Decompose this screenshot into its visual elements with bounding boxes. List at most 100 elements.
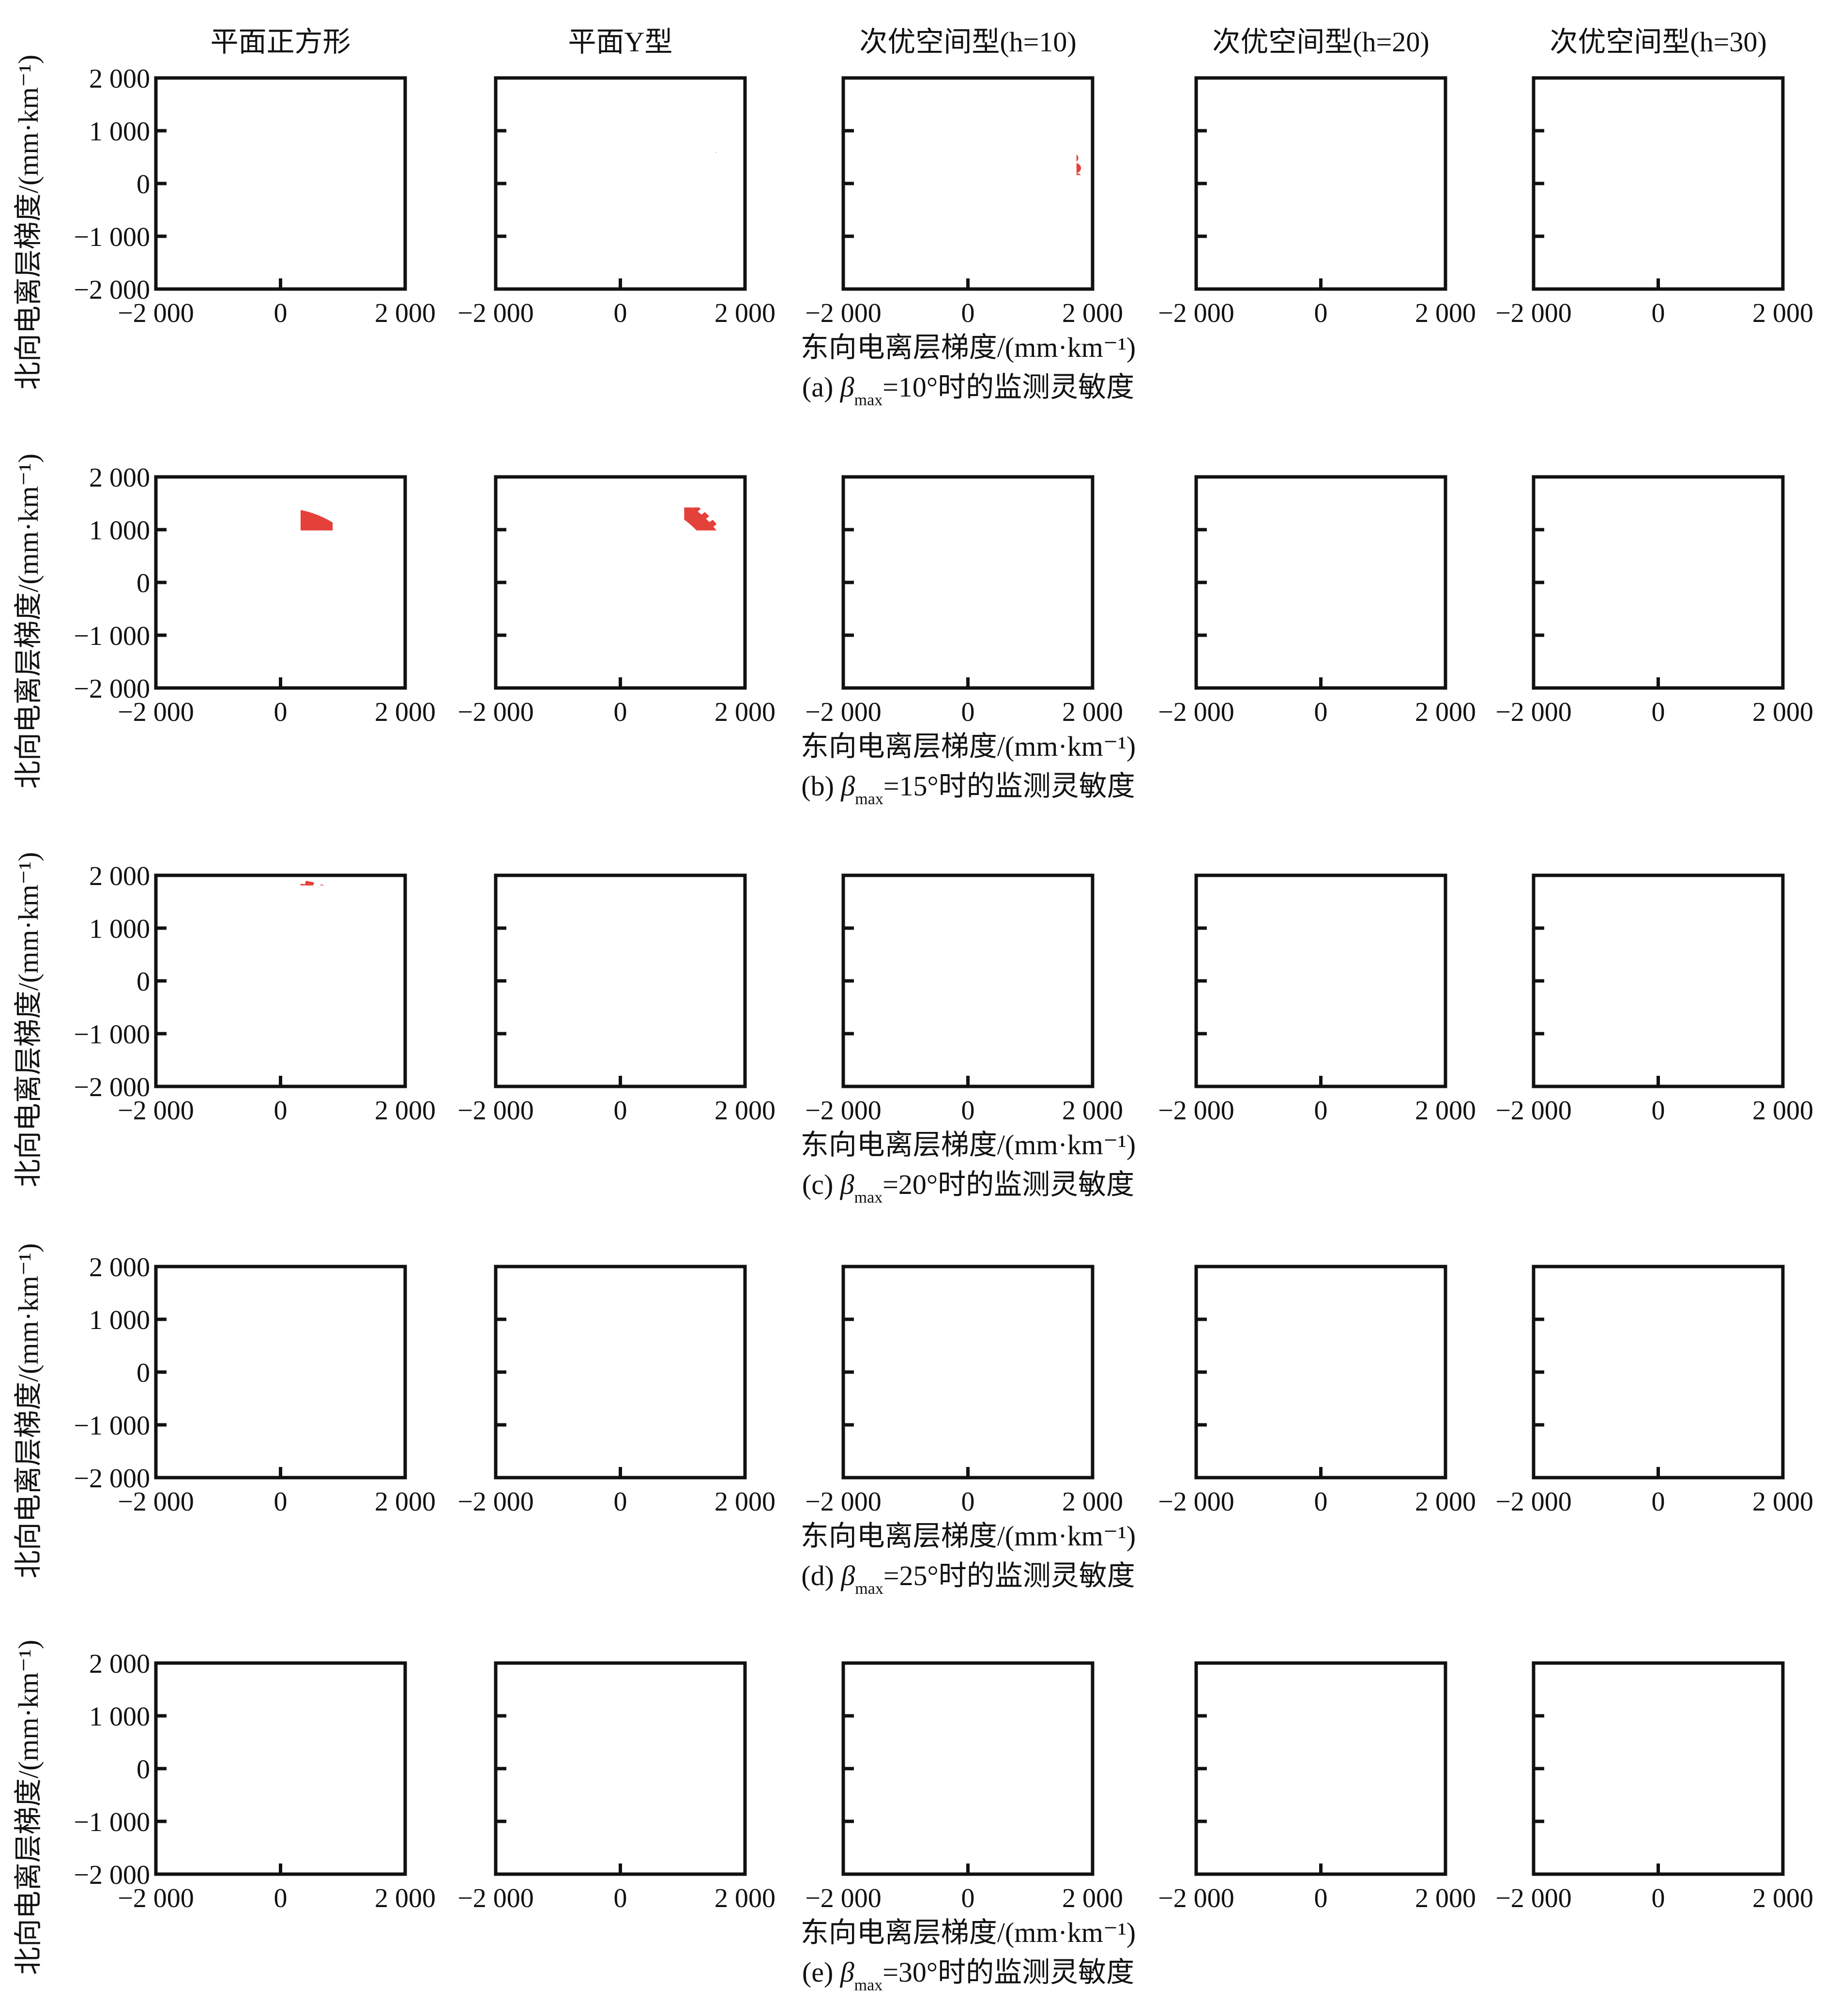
axes-frame: [154, 1265, 407, 1480]
sensitivity-point: [711, 220, 723, 230]
sensitivity-point: [597, 269, 609, 280]
x-tick-label: −2 000: [805, 1487, 882, 1517]
x-tick-label: −2 000: [1158, 697, 1234, 727]
sensitivity-ring: [300, 884, 310, 886]
sensitivity-point: [980, 88, 992, 98]
x-tick-label: −2 000: [457, 298, 534, 328]
sensitivity-point: [1552, 144, 1562, 153]
sensitivity-ring-edge: [691, 507, 716, 531]
sensitivity-point: [523, 128, 535, 139]
plot-area: [162, 83, 399, 284]
sensitivity-point: [546, 250, 558, 260]
sensitivity-point: [673, 101, 685, 112]
axes-frame: [1532, 475, 1785, 690]
sensitivity-point: [1057, 134, 1069, 144]
sensitivity-point: [1724, 108, 1734, 117]
sensitivity-point: [1308, 87, 1319, 96]
x-tick-label: 0: [1314, 697, 1328, 727]
sensitivity-point: [1239, 114, 1250, 123]
sensitivity-point: [857, 204, 869, 214]
caption-subscript: max: [855, 1580, 883, 1598]
sensitivity-point: [608, 87, 621, 97]
sensitivity-point: [857, 153, 869, 164]
sensitivity-point: [691, 113, 703, 124]
sensitivity-point: [220, 494, 235, 507]
sensitivity-point: [1209, 199, 1220, 208]
sensitivity-point: [620, 87, 632, 97]
sensitivity-point: [1368, 260, 1379, 269]
plot-area: [1561, 899, 1756, 1063]
x-axis-label: 东向电离层梯度/(mm·km⁻¹): [801, 1129, 1136, 1161]
panel: −2 000 0 2 000 2 000 1 000 0 −1 000 −2 000: [74, 463, 436, 727]
x-tick-label: 0: [274, 1487, 288, 1517]
sensitivity-point: [530, 236, 542, 247]
sensitivity-point: [1050, 231, 1062, 242]
x-tick-label: 0: [1314, 1487, 1328, 1517]
axes-frame: [494, 873, 747, 1088]
sensitivity-point: [899, 104, 911, 114]
sensitivity-point: [575, 92, 587, 103]
sensitivity-point: [1679, 89, 1689, 97]
x-tick-label: −2 000: [1158, 1487, 1234, 1517]
x-tick-label: 0: [1652, 1096, 1665, 1126]
sensitivity-point: [1627, 89, 1638, 97]
sensitivity-point: [1353, 265, 1364, 274]
sensitivity-point: [1754, 144, 1764, 153]
sensitivity-point: [1024, 104, 1036, 114]
plot-area: [1207, 87, 1435, 280]
sensitivity-point: [867, 223, 879, 233]
axes-frame: [494, 76, 747, 291]
center-point-cluster: [1651, 577, 1666, 588]
panel: −2 000 0 2 000 2 000 1 000 0 −1 000 −2 000: [74, 1649, 436, 1913]
y-tick-label: 2 000: [89, 1649, 150, 1679]
sensitivity-point: [1710, 100, 1720, 108]
x-tick-label: −2 000: [118, 1096, 194, 1126]
center-point-cluster: [1313, 1763, 1328, 1774]
sensitivity-ring-edge: [855, 1277, 1080, 1468]
sensitivity-point: [1424, 172, 1435, 182]
sensitivity-point: [943, 269, 956, 279]
center-point-cluster: [1313, 1367, 1328, 1377]
x-tick-label: 0: [274, 298, 288, 328]
sensitivity-point: [1250, 106, 1262, 115]
sensitivity-point: [170, 141, 185, 153]
x-tick-label: 2 000: [1062, 1883, 1123, 1913]
x-tick-label: 0: [961, 1096, 975, 1126]
x-tick-label: 2 000: [715, 1096, 776, 1126]
sensitivity-point: [1582, 108, 1592, 117]
plot-area: [1213, 889, 1429, 1072]
sensitivity-point: [1763, 186, 1773, 195]
sensitivity-point: [1070, 183, 1082, 194]
sensitivity-point: [165, 155, 180, 168]
sensitivity-point: [920, 263, 932, 274]
sensitivity-point: [265, 669, 280, 681]
caption-prefix: (b): [801, 770, 841, 802]
x-tick-label: 0: [1314, 1883, 1328, 1913]
x-tick-label: 0: [1652, 1487, 1665, 1517]
sensitivity-point: [177, 532, 192, 544]
axes-frame: [494, 1265, 747, 1480]
sensitivity-point: [170, 544, 185, 556]
sensitivity-point: [1679, 270, 1689, 278]
x-tick-label: −2 000: [805, 1883, 882, 1913]
sensitivity-point: [207, 502, 222, 514]
sensitivity-point: [705, 229, 717, 239]
sensitivity-point: [1293, 89, 1304, 98]
sensitivity-point: [1014, 259, 1026, 269]
x-tick-label: 0: [961, 1487, 975, 1517]
plot-area: [852, 484, 1084, 680]
plot-area: [163, 1272, 398, 1472]
sensitivity-point: [299, 269, 314, 281]
sensitivity-point: [546, 107, 558, 118]
sensitivity-point: [1411, 223, 1422, 232]
x-tick-label: 2 000: [375, 697, 436, 727]
sensitivity-point: [855, 194, 867, 204]
sensitivity-point: [250, 667, 265, 679]
y-tick-label: −1 000: [74, 1020, 150, 1050]
sensitivity-point: [862, 214, 874, 224]
caption-subscript: max: [854, 391, 883, 409]
caption-subscript: max: [854, 1976, 883, 1994]
x-tick-label: −2 000: [805, 298, 882, 328]
sensitivity-point: [509, 154, 521, 165]
sensitivity-point: [1323, 271, 1334, 280]
